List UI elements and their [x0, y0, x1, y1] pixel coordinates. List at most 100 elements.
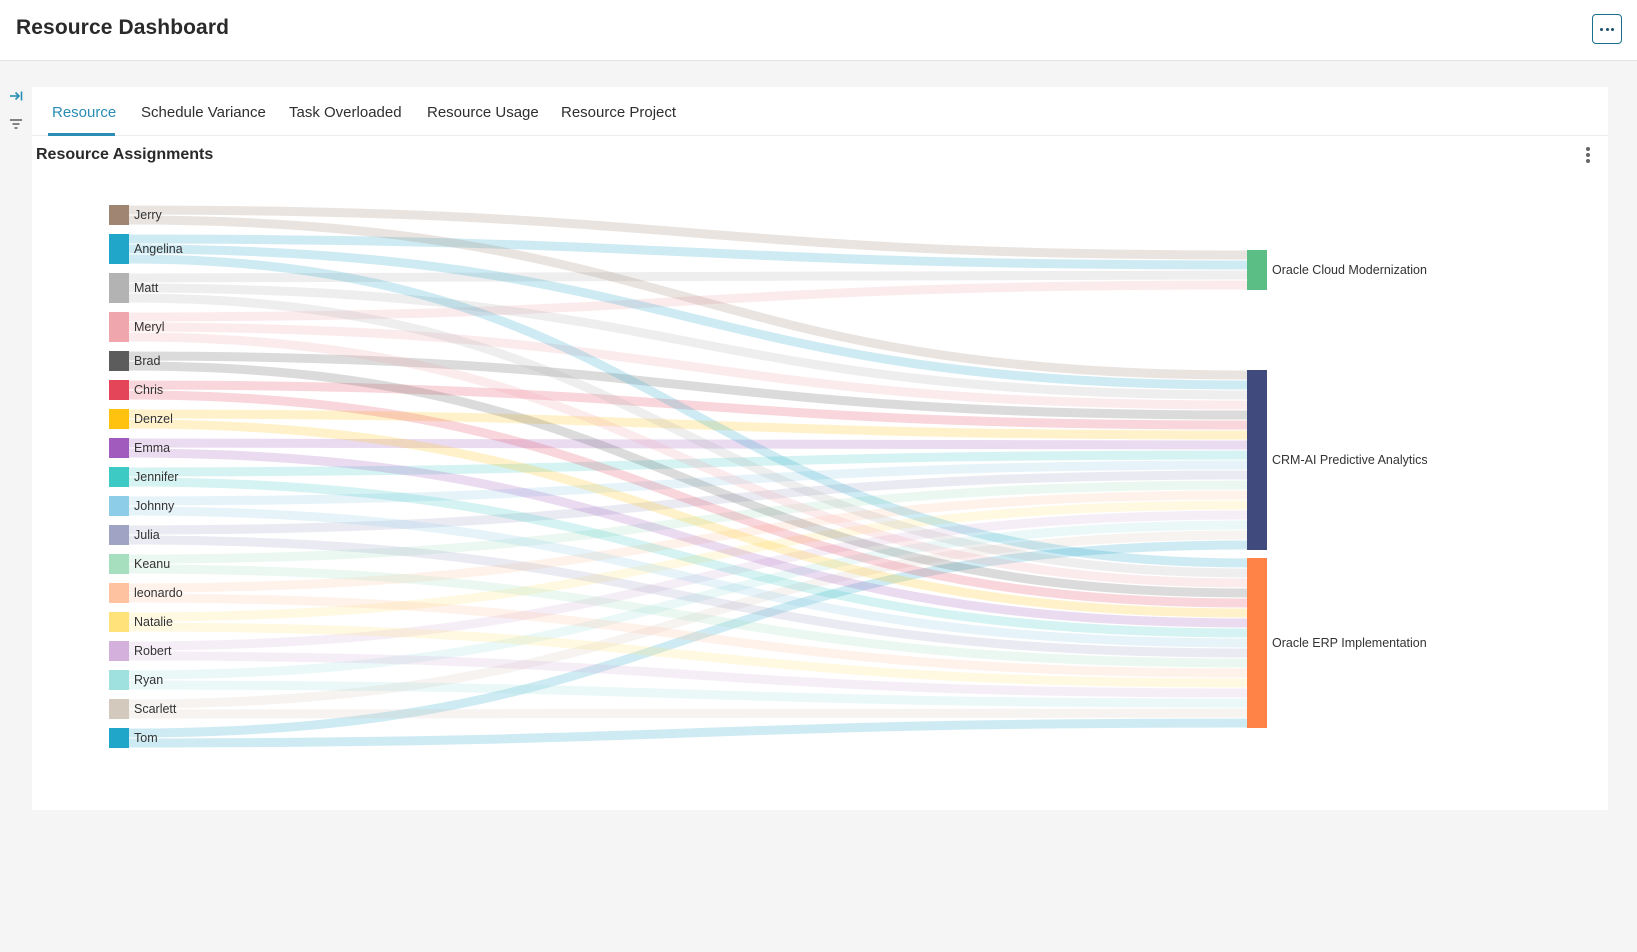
link-emma-to-crm-ai-predictive-analytics[interactable] [128, 438, 1248, 450]
app-header: Resource Dashboard [0, 0, 1637, 61]
source-label-angelina: Angelina [134, 242, 183, 256]
source-label-ryan: Ryan [134, 673, 163, 687]
source-node-ryan[interactable] [109, 670, 129, 690]
link-johnny-to-crm-ai-predictive-analytics[interactable] [128, 460, 1248, 506]
target-label-oracle-erp-implementation: Oracle ERP Implementation [1272, 636, 1427, 650]
tab-resource-project[interactable]: Resource Project [561, 104, 677, 121]
panel-title: Resource Assignments [36, 146, 214, 163]
source-node-julia[interactable] [109, 525, 129, 545]
target-label-oracle-cloud-modernization: Oracle Cloud Modernization [1272, 263, 1427, 277]
source-label-meryl: Meryl [134, 320, 165, 334]
link-matt-to-oracle-erp-implementation[interactable] [128, 293, 1248, 578]
link-julia-to-oracle-erp-implementation[interactable] [128, 535, 1248, 658]
source-node-keanu[interactable] [109, 554, 129, 574]
tab-resource[interactable]: Resource [52, 104, 117, 121]
page-title: Resource Dashboard [16, 16, 230, 39]
sankey-links [128, 205, 1248, 748]
source-node-johnny[interactable] [109, 496, 129, 516]
link-keanu-to-crm-ai-predictive-analytics[interactable] [128, 480, 1248, 564]
link-scarlett-to-crm-ai-predictive-analytics[interactable] [128, 530, 1248, 709]
source-label-scarlett: Scarlett [134, 702, 177, 716]
link-ryan-to-crm-ai-predictive-analytics[interactable] [128, 520, 1248, 680]
link-meryl-to-oracle-erp-implementation[interactable] [128, 332, 1248, 588]
link-jerry-to-oracle-cloud-modernization[interactable] [128, 205, 1248, 260]
source-node-brad[interactable] [109, 351, 129, 371]
link-johnny-to-oracle-erp-implementation[interactable] [128, 506, 1248, 648]
source-label-chris: Chris [134, 383, 163, 397]
source-label-leonardo: leonardo [134, 586, 183, 600]
source-node-emma[interactable] [109, 438, 129, 458]
link-leonardo-to-oracle-erp-implementation[interactable] [128, 593, 1248, 678]
source-node-meryl[interactable] [109, 312, 129, 342]
source-label-emma: Emma [134, 441, 170, 455]
active-tab-indicator [48, 133, 115, 136]
link-matt-to-crm-ai-predictive-analytics[interactable] [128, 283, 1248, 400]
source-node-scarlett[interactable] [109, 699, 129, 719]
sankey-nodes: Jerry Angelina Matt Meryl Brad Chris Denzel Emm… [109, 205, 1428, 748]
source-label-jerry: Jerry [134, 208, 163, 222]
link-robert-to-oracle-erp-implementation[interactable] [128, 651, 1248, 698]
tab-bar: Resource Schedule Variance Task Overload… [32, 87, 1608, 136]
source-label-julia: Julia [134, 528, 160, 542]
tab-schedule-variance[interactable]: Schedule Variance [141, 104, 266, 121]
source-node-matt[interactable] [109, 273, 129, 303]
tab-resource-usage[interactable]: Resource Usage [427, 104, 539, 121]
source-node-leonardo[interactable] [109, 583, 129, 603]
link-jennifer-to-oracle-erp-implementation[interactable] [128, 477, 1248, 638]
link-denzel-to-oracle-erp-implementation[interactable] [128, 419, 1248, 618]
link-angelina-to-oracle-cloud-modernization[interactable] [128, 234, 1248, 270]
source-label-natalie: Natalie [134, 615, 173, 629]
source-node-robert[interactable] [109, 641, 129, 661]
link-ryan-to-oracle-erp-implementation[interactable] [128, 680, 1248, 708]
link-jennifer-to-crm-ai-predictive-analytics[interactable] [128, 450, 1248, 477]
link-robert-to-crm-ai-predictive-analytics[interactable] [128, 510, 1248, 651]
link-angelina-to-crm-ai-predictive-analytics[interactable] [128, 244, 1248, 390]
link-keanu-to-oracle-erp-implementation[interactable] [128, 564, 1248, 668]
link-chris-to-oracle-erp-implementation[interactable] [128, 390, 1248, 608]
source-node-chris[interactable] [109, 380, 129, 400]
collapse-panel-icon[interactable] [8, 88, 24, 104]
link-scarlett-to-oracle-erp-implementation[interactable] [128, 708, 1248, 719]
more-horizontal-icon [1600, 27, 1604, 31]
source-node-natalie[interactable] [109, 612, 129, 632]
source-node-jerry[interactable] [109, 205, 129, 225]
source-node-tom[interactable] [109, 728, 129, 748]
tab-task-overloaded[interactable]: Task Overloaded [289, 104, 402, 121]
link-leonardo-to-crm-ai-predictive-analytics[interactable] [128, 490, 1248, 593]
link-jerry-to-crm-ai-predictive-analytics[interactable] [128, 215, 1248, 380]
link-angelina-to-oracle-erp-implementation[interactable] [128, 254, 1248, 568]
source-label-keanu: Keanu [134, 557, 170, 571]
link-meryl-to-crm-ai-predictive-analytics[interactable] [128, 322, 1248, 410]
source-label-johnny: Johnny [134, 499, 175, 513]
link-matt-to-oracle-cloud-modernization[interactable] [128, 270, 1248, 283]
link-brad-to-oracle-erp-implementation[interactable] [128, 361, 1248, 598]
dashboard-card: Resource Schedule Variance Task Overload… [32, 87, 1608, 810]
target-node-crm-ai-predictive-analytics[interactable] [1247, 370, 1267, 550]
source-label-matt: Matt [134, 281, 159, 295]
source-node-angelina[interactable] [109, 234, 129, 264]
more-options-button[interactable] [1592, 14, 1622, 44]
link-natalie-to-crm-ai-predictive-analytics[interactable] [128, 500, 1248, 622]
link-denzel-to-crm-ai-predictive-analytics[interactable] [128, 409, 1248, 440]
link-meryl-to-oracle-cloud-modernization[interactable] [128, 280, 1248, 322]
source-node-denzel[interactable] [109, 409, 129, 429]
link-chris-to-crm-ai-predictive-analytics[interactable] [128, 380, 1248, 430]
target-node-oracle-cloud-modernization[interactable] [1247, 250, 1267, 290]
link-tom-to-oracle-erp-implementation[interactable] [128, 718, 1248, 748]
link-natalie-to-oracle-erp-implementation[interactable] [128, 622, 1248, 688]
target-node-oracle-erp-implementation[interactable] [1247, 558, 1267, 728]
link-emma-to-oracle-erp-implementation[interactable] [128, 448, 1248, 628]
source-label-robert: Robert [134, 644, 172, 658]
source-label-denzel: Denzel [134, 412, 173, 426]
target-label-crm-ai-predictive-analytics: CRM-AI Predictive Analytics [1272, 453, 1428, 467]
link-julia-to-crm-ai-predictive-analytics[interactable] [128, 470, 1248, 535]
source-label-tom: Tom [134, 731, 158, 745]
more-vertical-icon[interactable] [1584, 145, 1592, 165]
link-tom-to-crm-ai-predictive-analytics[interactable] [128, 540, 1248, 738]
source-node-jennifer[interactable] [109, 467, 129, 487]
filter-icon[interactable] [8, 116, 24, 132]
source-label-brad: Brad [134, 354, 160, 368]
source-label-jennifer: Jennifer [134, 470, 178, 484]
link-brad-to-crm-ai-predictive-analytics[interactable] [128, 351, 1248, 420]
